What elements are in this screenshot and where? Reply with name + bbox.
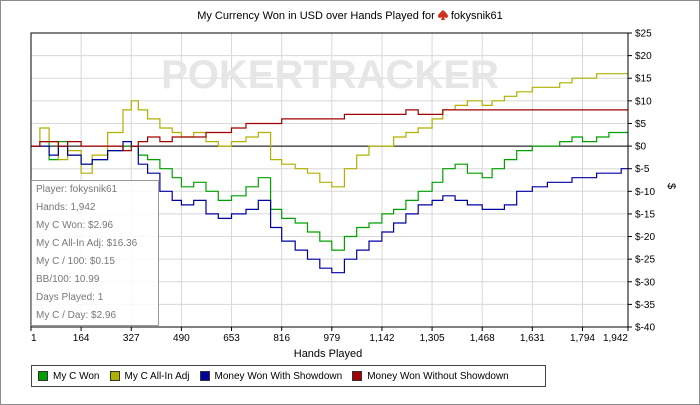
x-tick-label: 164	[73, 333, 90, 344]
y-tick-label: $20	[635, 51, 652, 62]
y-tick-label: $10	[635, 96, 652, 107]
legend-item-with-showdown[interactable]: Money Won With Showdown	[199, 370, 343, 382]
series-line-money-won-without-showdown	[31, 109, 628, 152]
x-tick-label: 653	[223, 333, 240, 344]
chart-title-player: fokysnik61	[450, 10, 503, 22]
y-axis-title: $	[665, 183, 677, 189]
x-tick-label: 1,631	[520, 333, 545, 344]
stat-per-day: My C / Day: $2.96	[36, 310, 117, 321]
x-axis-title: Hands Played	[294, 348, 363, 360]
x-tick-label: 327	[123, 333, 140, 344]
series-line-my-c-all-in-adj	[31, 73, 628, 188]
y-tick-label: $-10	[635, 187, 655, 198]
x-tick-label: 1,142	[369, 333, 394, 344]
chart-title: My Currency Won in USD over Hands Played…	[0, 10, 700, 22]
y-tick-label: $-35	[635, 300, 655, 311]
x-tick-label: 1,794	[570, 333, 595, 344]
stat-won: My C Won: $2.96	[36, 220, 114, 231]
y-tick-label: $-20	[635, 232, 655, 243]
legend-swatch	[38, 371, 48, 381]
legend-swatch	[199, 371, 210, 381]
y-tick-label: $-5	[635, 164, 650, 175]
x-tick-label: 979	[323, 333, 340, 344]
y-tick-label: $-15	[635, 209, 655, 220]
legend-item-all-in-adj[interactable]: My C All-In Adj	[109, 370, 190, 382]
legend-label: My C Won	[53, 370, 100, 382]
x-tick-label: 490	[173, 333, 190, 344]
x-tick-label: 816	[273, 333, 290, 344]
chart-title-text: My Currency Won in USD over Hands Played…	[197, 10, 435, 22]
x-tick-label: 1,305	[420, 333, 445, 344]
x-tick-label: 1,468	[470, 333, 495, 344]
y-tick-label: $25	[635, 29, 652, 40]
legend-swatch	[352, 371, 363, 381]
legend-swatch	[109, 371, 120, 381]
legend-label: Money Won With Showdown	[214, 370, 343, 382]
watermark-logo: POKERTRACKER	[161, 53, 499, 97]
legend-item-without-showdown[interactable]: Money Won Without Showdown	[352, 371, 509, 382]
legend-label: Money Won Without Showdown	[367, 370, 509, 382]
y-tick-label: $0	[635, 142, 647, 153]
stats-box: Player: fokysnik61 Hands: 1,942 My C Won…	[31, 180, 159, 326]
y-tick-label: $-40	[635, 323, 655, 334]
y-tick-label: $5	[635, 119, 647, 130]
stat-hands: Hands: 1,942	[36, 202, 96, 213]
legend-item-my-c-won[interactable]: My C Won	[38, 371, 100, 382]
stat-bb-per-100: BB/100: 10.99	[36, 274, 100, 285]
y-tick-label: $15	[635, 74, 652, 85]
stat-per-100: My C / 100: $0.15	[36, 256, 115, 267]
legend-label: My C All-In Adj	[124, 370, 190, 382]
x-tick-labels: 1 164 327 490 653 816 979 1,142 1,305 1,468 1,631 1…	[31, 333, 628, 344]
series-lines	[31, 73, 628, 274]
stat-player: Player: fokysnik61	[36, 184, 118, 195]
stat-days-played: Days Played: 1	[36, 292, 104, 303]
spade-suit-icon	[437, 10, 448, 20]
stat-all-in-adj: My C All-In Adj: $16.36	[36, 238, 138, 249]
legend: My C Won My C All-In Adj Money Won With …	[31, 365, 546, 387]
x-tick-label: 1,942	[603, 333, 628, 344]
y-tick-label: $-30	[635, 277, 655, 288]
series-line-money-won-with-showdown	[31, 141, 628, 274]
x-tick-label: 1	[31, 333, 37, 344]
y-tick-labels: $-40 $-35 $-30 $-25 $-20 $-15 $-10 $-5 $0 $5 $10 $1…	[635, 29, 655, 334]
y-tick-label: $-25	[635, 255, 655, 266]
